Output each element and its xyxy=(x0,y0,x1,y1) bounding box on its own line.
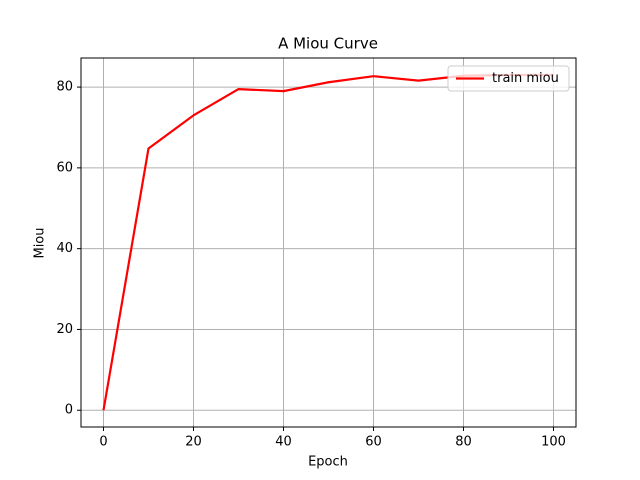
axes-frame xyxy=(80,57,577,428)
legend: train miou xyxy=(447,65,570,92)
x-tick-label: 80 xyxy=(455,435,472,450)
x-tick-label: 100 xyxy=(541,435,566,450)
x-tick-label: 60 xyxy=(365,435,382,450)
x-tick-label: 20 xyxy=(185,435,202,450)
y-tick-label: 80 xyxy=(56,80,73,95)
x-tick-label: 0 xyxy=(99,435,107,450)
legend-label: train miou xyxy=(492,71,559,86)
y-tick-label: 0 xyxy=(65,403,73,418)
x-tick-label: 40 xyxy=(275,435,292,450)
y-tick-label: 40 xyxy=(56,241,73,256)
legend-box xyxy=(447,65,570,92)
chart-title: A Miou Curve xyxy=(278,35,378,53)
y-tick-label: 20 xyxy=(56,322,73,337)
x-axis-label: Epoch xyxy=(308,455,348,470)
y-tick-label: 60 xyxy=(56,160,73,175)
y-axis-label: Miou xyxy=(33,227,48,258)
